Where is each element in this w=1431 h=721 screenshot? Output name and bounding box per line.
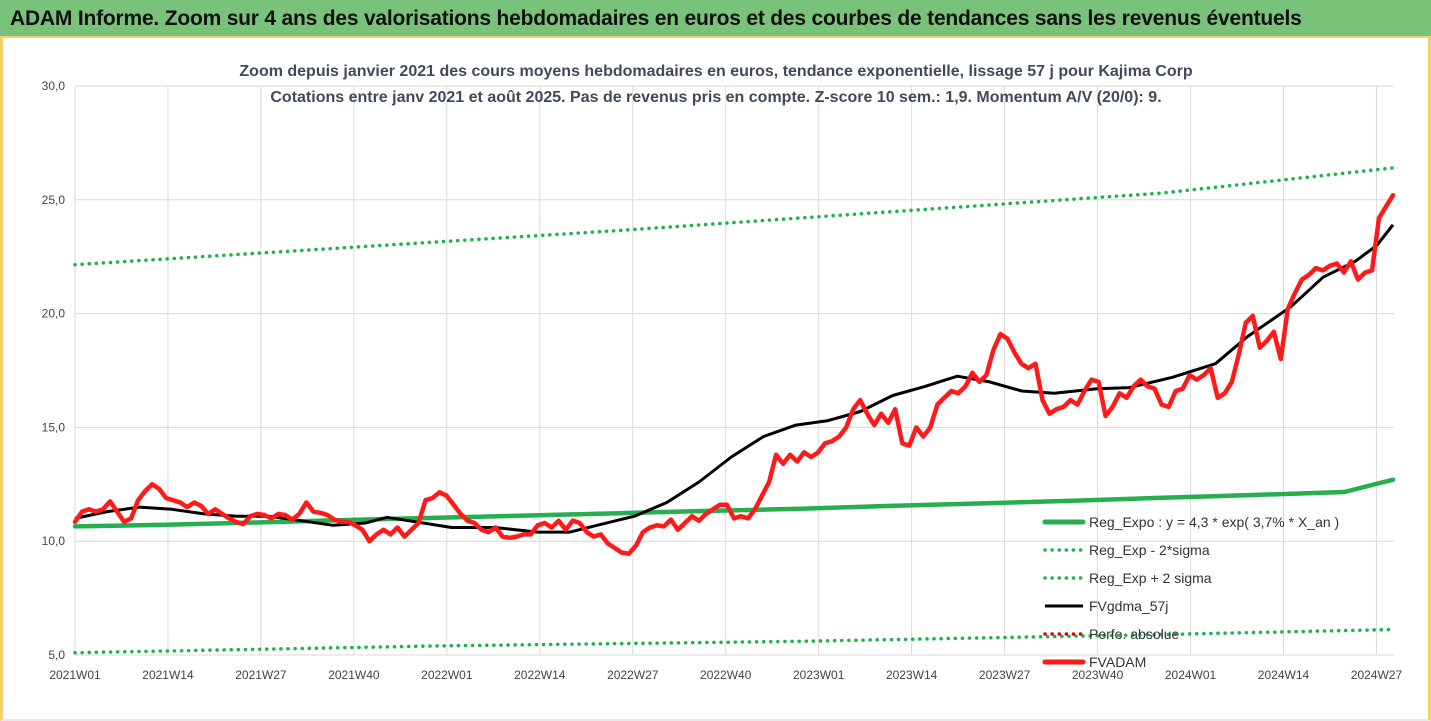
legend-label: Reg_Exp + 2 sigma bbox=[1089, 570, 1212, 586]
chart-title-line2: Cotations entre janv 2021 et août 2025. … bbox=[270, 89, 1161, 106]
series-line-1 bbox=[73, 627, 1395, 655]
x-tick-label: 2023W40 bbox=[1072, 668, 1124, 682]
series-line-2 bbox=[73, 166, 1395, 267]
x-tick-label: 2022W01 bbox=[421, 668, 473, 682]
y-tick-label: 20,0 bbox=[42, 307, 66, 321]
chart-title-line1: Zoom depuis janvier 2021 des cours moyen… bbox=[239, 63, 1192, 80]
grid-lines bbox=[74, 85, 1394, 656]
x-tick-label: 2023W14 bbox=[886, 668, 938, 682]
y-tick-label: 15,0 bbox=[42, 420, 66, 434]
legend-label: FVgdma_57j bbox=[1089, 598, 1168, 614]
chart-frame: Zoom depuis janvier 2021 des cours moyen… bbox=[0, 38, 1431, 721]
series-layer bbox=[72, 166, 1396, 655]
x-tick-label: 2021W01 bbox=[49, 668, 101, 682]
x-tick-label: 2023W27 bbox=[979, 668, 1031, 682]
y-tick-label: 30,0 bbox=[42, 79, 66, 93]
x-tick-label: 2024W27 bbox=[1351, 668, 1403, 682]
x-tick-label: 2022W27 bbox=[607, 668, 659, 682]
legend-label: Perfo. absolue bbox=[1089, 626, 1179, 642]
legend: Reg_Expo : y = 4,3 * exp( 3,7% * X_an ) R… bbox=[1042, 514, 1339, 670]
y-axis-ticks: 30,0 25,0 20,0 15,0 10,0 5,0 bbox=[42, 79, 66, 662]
x-tick-label: 2024W14 bbox=[1258, 668, 1310, 682]
x-tick-label: 2021W40 bbox=[328, 668, 380, 682]
legend-label: Reg_Expo : y = 4,3 * exp( 3,7% * X_an ) bbox=[1089, 514, 1339, 530]
x-tick-label: 2024W01 bbox=[1165, 668, 1217, 682]
x-axis-ticks: 2021W01 2021W14 2021W27 2021W40 2022W01 2022W… bbox=[49, 668, 1403, 682]
x-tick-label: 2023W01 bbox=[793, 668, 845, 682]
legend-label: Reg_Exp - 2*sigma bbox=[1089, 542, 1210, 558]
x-tick-label: 2022W14 bbox=[514, 668, 566, 682]
y-tick-label: 10,0 bbox=[42, 534, 66, 548]
x-tick-label: 2022W40 bbox=[700, 668, 752, 682]
legend-label: FVADAM bbox=[1089, 654, 1146, 670]
y-tick-label: 5,0 bbox=[48, 648, 65, 662]
series-line-5 bbox=[72, 192, 1396, 556]
y-tick-label: 25,0 bbox=[42, 193, 66, 207]
x-tick-label: 2021W14 bbox=[142, 668, 194, 682]
line-chart: Zoom depuis janvier 2021 des cours moyen… bbox=[42, 63, 1403, 682]
report-banner: ADAM Informe. Zoom sur 4 ans des valoris… bbox=[0, 0, 1431, 38]
report-title: ADAM Informe. Zoom sur 4 ans des valoris… bbox=[10, 7, 1302, 30]
x-tick-label: 2021W27 bbox=[235, 668, 287, 682]
